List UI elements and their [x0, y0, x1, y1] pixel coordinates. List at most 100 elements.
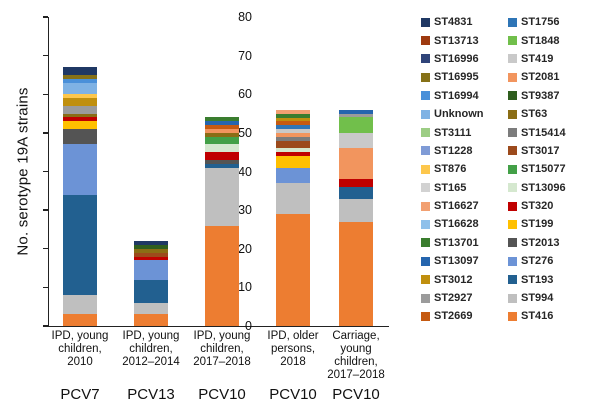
y-tick-mark	[43, 16, 48, 18]
bar-segment-ST276	[134, 260, 168, 280]
legend-label: ST4831	[434, 16, 473, 29]
legend-swatch-icon	[421, 128, 430, 138]
bar-segment-ST63	[205, 132, 239, 137]
x-category-label: IPD, young children, 2012–2014	[107, 330, 195, 369]
pcv-group-label: PCV10	[198, 386, 246, 403]
bar-segment-ST994	[205, 167, 239, 226]
y-axis-label: No. serotype 19A strains	[14, 87, 32, 256]
legend-swatch-icon	[508, 164, 517, 174]
legend-item-ST199: ST199	[508, 215, 597, 233]
pcv-group-label: PCV7	[60, 386, 100, 403]
bar-segment-ST3017	[134, 252, 168, 257]
x-category-line: 2010	[67, 356, 93, 368]
legend-item-ST876: ST876	[421, 160, 508, 178]
legend-swatch-icon	[508, 72, 517, 82]
legend-item-ST1756: ST1756	[508, 13, 597, 31]
legend-swatch-icon	[421, 311, 430, 321]
legend-label: ST3012	[434, 273, 473, 286]
legend-item-ST193: ST193	[508, 270, 597, 288]
legend-swatch-icon	[508, 275, 517, 285]
legend-item-ST16628: ST16628	[421, 215, 508, 233]
bar-segment-ST1756	[276, 125, 310, 130]
legend-label: ST3017	[521, 144, 560, 157]
legend-label: ST416	[521, 310, 554, 323]
legend-label: ST2013	[521, 236, 560, 249]
legend-item-ST3012: ST3012	[421, 270, 508, 288]
bar-segment-ST419	[339, 132, 373, 149]
legend-swatch-icon	[508, 201, 517, 211]
legend-item-ST276: ST276	[508, 252, 597, 270]
bar-segment-ST2669	[205, 125, 239, 130]
legend-swatch-icon	[508, 54, 517, 64]
legend-swatch-icon	[421, 293, 430, 303]
legend-label: ST63	[521, 108, 548, 121]
legend-label: ST16994	[434, 89, 479, 102]
legend-label: ST1756	[521, 16, 560, 29]
legend-swatch-icon	[508, 36, 517, 46]
x-category-line: young	[340, 343, 372, 355]
x-category-line: children,	[129, 343, 173, 355]
bar-segment-ST13097	[205, 121, 239, 126]
bar-segment-ST320	[63, 117, 97, 122]
legend-swatch-icon	[508, 183, 517, 193]
x-category-label: IPD, young children, 2010	[36, 330, 124, 369]
pcv-group-label: PCV10	[332, 386, 380, 403]
legend-swatch-icon	[508, 219, 517, 229]
legend-item-ST15414: ST15414	[508, 123, 597, 141]
legend-swatch-icon	[421, 54, 430, 64]
legend-label: ST419	[521, 52, 554, 65]
legend-item-ST416: ST416	[508, 307, 597, 325]
pcv-group-label: PCV10	[269, 386, 317, 403]
legend-swatch-icon	[508, 128, 517, 138]
x-category-line: children,	[58, 343, 102, 355]
legend-swatch-icon	[421, 275, 430, 285]
bar-segment-ST2081	[276, 132, 310, 137]
x-category-label: IPD, older persons, 2018	[249, 330, 337, 369]
legend-swatch-icon	[421, 109, 430, 119]
legend-swatch-icon	[508, 146, 517, 156]
legend-swatch-icon	[508, 109, 517, 119]
bar-segment-ST13097	[339, 109, 373, 114]
legend-item-ST13701: ST13701	[421, 234, 508, 252]
legend-label: ST13701	[434, 236, 479, 249]
bar-segment-ST994	[134, 302, 168, 315]
x-category-line: IPD, young	[122, 330, 180, 342]
legend-swatch-icon	[508, 238, 517, 248]
x-category-label: Carriage, young children, 2017–2018	[312, 330, 400, 382]
legend-swatch-icon	[421, 219, 430, 229]
legend-label: ST16627	[434, 200, 479, 213]
legend-swatch-icon	[421, 183, 430, 193]
bar-segment-ST193	[63, 194, 97, 296]
legend-item-ST13097: ST13097	[421, 252, 508, 270]
bar-segment-ST9387	[134, 244, 168, 249]
legend-label: ST2081	[521, 71, 560, 84]
bar-segment-ST2013	[205, 159, 239, 164]
legend-label: ST1848	[521, 34, 560, 47]
legend-swatch-icon	[421, 238, 430, 248]
bar-segment-ST994	[276, 183, 310, 214]
bar-segment-ST419	[276, 129, 310, 133]
y-tick-label: 50	[238, 125, 252, 140]
bar-segment-ST320	[205, 152, 239, 160]
legend-label: ST1228	[434, 144, 473, 157]
y-tick-label: 30	[238, 203, 252, 218]
bar-segment-ST4831	[63, 67, 97, 76]
legend-item-ST2669: ST2669	[421, 307, 508, 325]
bar-segment-ST16627	[276, 109, 310, 114]
bar-segment-ST2081	[205, 129, 239, 133]
legend-item-ST2013: ST2013	[508, 234, 597, 252]
bar-segment-ST276	[63, 144, 97, 195]
legend-item-ST13096: ST13096	[508, 179, 597, 197]
stacked-bar-3	[205, 117, 239, 326]
x-category-line: Carriage,	[332, 330, 380, 342]
legend-label: ST13097	[434, 255, 479, 268]
bar-segment-ST994	[339, 198, 373, 222]
legend-swatch-icon	[508, 17, 517, 27]
bar-segment-ST13701	[205, 117, 239, 122]
legend-label: ST994	[521, 292, 554, 305]
x-category-line: 2018	[280, 356, 306, 368]
legend-swatch-icon	[421, 36, 430, 46]
stacked-bar-4	[276, 109, 310, 326]
legend-label: ST2669	[434, 310, 473, 323]
bar-segment-ST2927	[63, 105, 97, 114]
